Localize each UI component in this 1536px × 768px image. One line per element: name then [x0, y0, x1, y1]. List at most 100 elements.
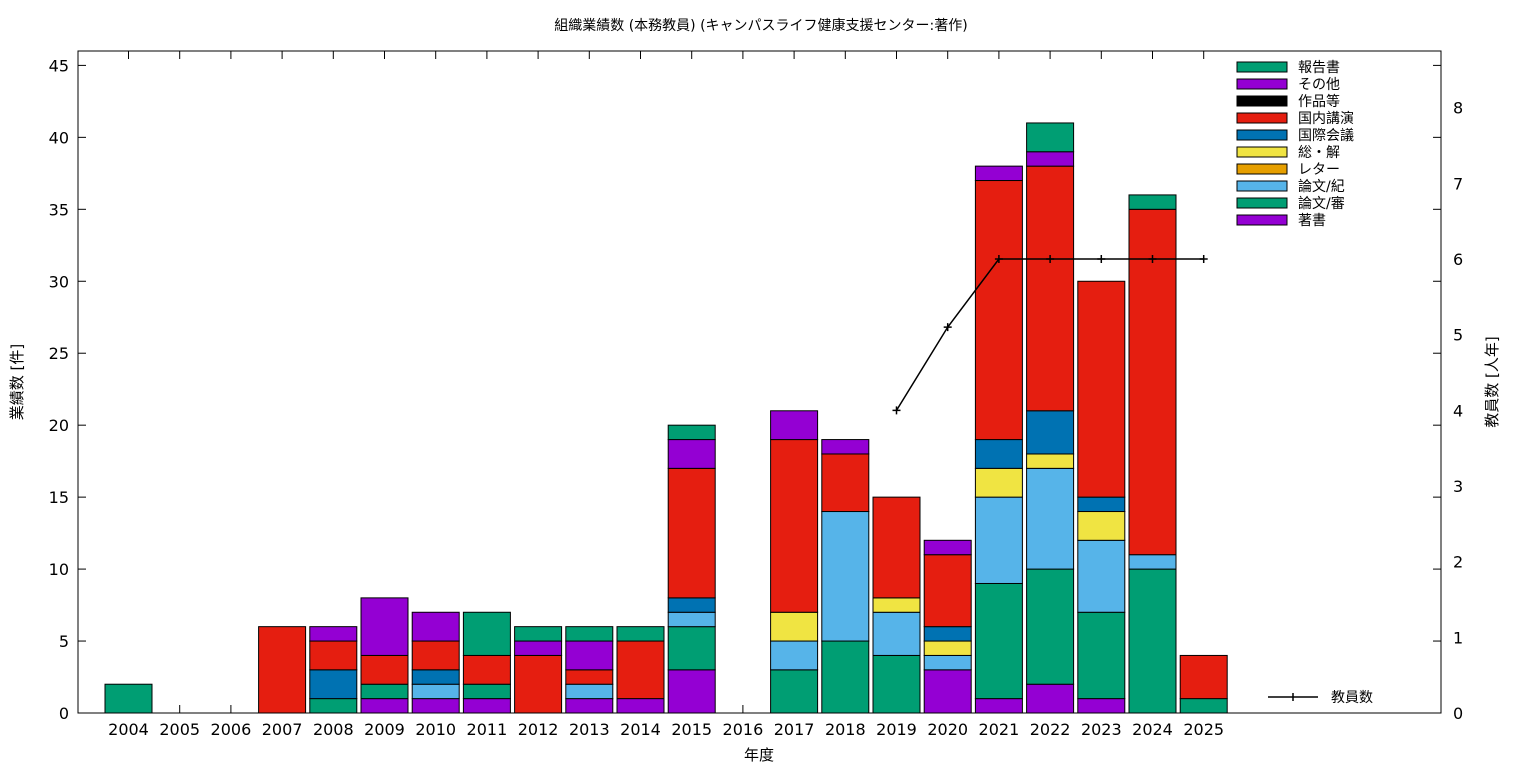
x-tick-label: 2022 [1030, 720, 1071, 739]
bar-segment [872, 597, 921, 613]
bar-segment [309, 640, 358, 671]
bar-segment [1077, 611, 1126, 700]
y-tick-label: 30 [49, 272, 69, 291]
x-tick-label: 2009 [364, 720, 405, 739]
legend-swatch [1236, 146, 1288, 158]
y-tick-label: 5 [59, 632, 69, 651]
x-tick-label: 2018 [825, 720, 866, 739]
x-tick-label: 2021 [979, 720, 1020, 739]
bar-segment [309, 626, 358, 642]
bar-segment [258, 626, 307, 714]
bar-segment [1077, 511, 1126, 541]
bar-segment [667, 439, 716, 469]
bar-segment [309, 698, 358, 714]
legend-swatch [1236, 61, 1288, 73]
x-tick-label: 2017 [774, 720, 815, 739]
bar-segment [667, 597, 716, 613]
bar-segment [770, 611, 819, 642]
line-point [994, 255, 1003, 264]
x-tick-label: 2015 [671, 720, 712, 739]
bar-segment [1128, 554, 1177, 570]
bar-segment [360, 597, 409, 656]
x-tick-label: 2016 [723, 720, 764, 739]
y-axis-label: 業績数 [件] [8, 344, 26, 420]
legend-swatch [1236, 78, 1288, 90]
bar-segment [974, 467, 1023, 498]
legend-label: 作品等 [1298, 93, 1340, 110]
bar-segment [923, 640, 972, 656]
bar-segment [360, 698, 409, 714]
y2-tick-label: 1 [1453, 628, 1463, 647]
bar-segment [1026, 568, 1075, 685]
bar-segment [1179, 654, 1228, 700]
legend-line-label: 教員数 [1331, 690, 1373, 706]
x-axis-label: 年度 [744, 746, 774, 764]
legend-label: 総・解 [1298, 145, 1340, 161]
bar-segment [1026, 453, 1075, 469]
x-tick-label: 2014 [620, 720, 661, 739]
legend-label: 国際会議 [1298, 127, 1354, 144]
legend-swatch [1236, 129, 1288, 141]
line-point [1097, 255, 1106, 264]
y-tick-label: 35 [49, 200, 69, 219]
bar-segment [667, 467, 716, 599]
x-tick-label: 2012 [518, 720, 559, 739]
x-tick-label: 2019 [876, 720, 917, 739]
y2-tick-label: 3 [1453, 477, 1463, 496]
bar-segment [462, 683, 511, 700]
bar-segment [821, 453, 870, 513]
bar-segment [462, 654, 511, 685]
bar-segment [514, 640, 563, 656]
bar-segment [821, 640, 870, 714]
x-tick-label: 2025 [1183, 720, 1224, 739]
bar-segment [411, 683, 460, 700]
bar-segment [616, 640, 665, 700]
bar-segment [923, 654, 972, 671]
bar-segment [309, 669, 358, 700]
y-tick-label: 40 [49, 128, 69, 147]
bar-segment [360, 654, 409, 685]
chart-title: 組織業績数 (本務教員) (キャンパスライフ健康支援センター:著作) [554, 17, 967, 34]
bar-segment [770, 640, 819, 671]
bar-segment [974, 582, 1023, 700]
legend-swatch [1236, 197, 1288, 209]
bar-segment [462, 698, 511, 714]
legend-swatch [1236, 163, 1288, 175]
x-tick-label: 2005 [159, 720, 200, 739]
bar-segment [821, 511, 870, 642]
bar-segment [360, 683, 409, 700]
bar-segment [1077, 280, 1126, 498]
y2-tick-label: 5 [1453, 326, 1463, 345]
bar-segment [411, 611, 460, 642]
bar-segment [1077, 496, 1126, 513]
bar-segment [1077, 698, 1126, 714]
plot-frame [77, 50, 1442, 714]
x-tick-label: 2010 [415, 720, 456, 739]
x-tick-label: 2024 [1132, 720, 1173, 739]
line-point [943, 323, 952, 332]
legend-swatch [1236, 95, 1288, 107]
bar-segment [923, 669, 972, 714]
bar-segment [565, 640, 614, 671]
bar-segment [1026, 122, 1075, 153]
bar-segment [923, 554, 972, 628]
line-point [1046, 255, 1055, 264]
x-tick-label: 2023 [1081, 720, 1122, 739]
bar-segment [923, 539, 972, 556]
legend-label: その他 [1298, 77, 1340, 93]
bar-segment [616, 626, 665, 642]
line-point [1148, 255, 1157, 264]
bar-segment [1128, 194, 1177, 210]
bar-segment [821, 439, 870, 455]
bar-segment [872, 654, 921, 714]
bar-segment [1128, 568, 1177, 714]
bar-segment [411, 640, 460, 671]
x-tick-label: 2020 [927, 720, 968, 739]
bar-segment [1026, 165, 1075, 412]
bar-segment [1128, 208, 1177, 556]
y-tick-label: 20 [49, 416, 69, 435]
x-tick-label: 2008 [313, 720, 354, 739]
x-tick-label: 2006 [211, 720, 252, 739]
legend-swatch [1236, 180, 1288, 192]
